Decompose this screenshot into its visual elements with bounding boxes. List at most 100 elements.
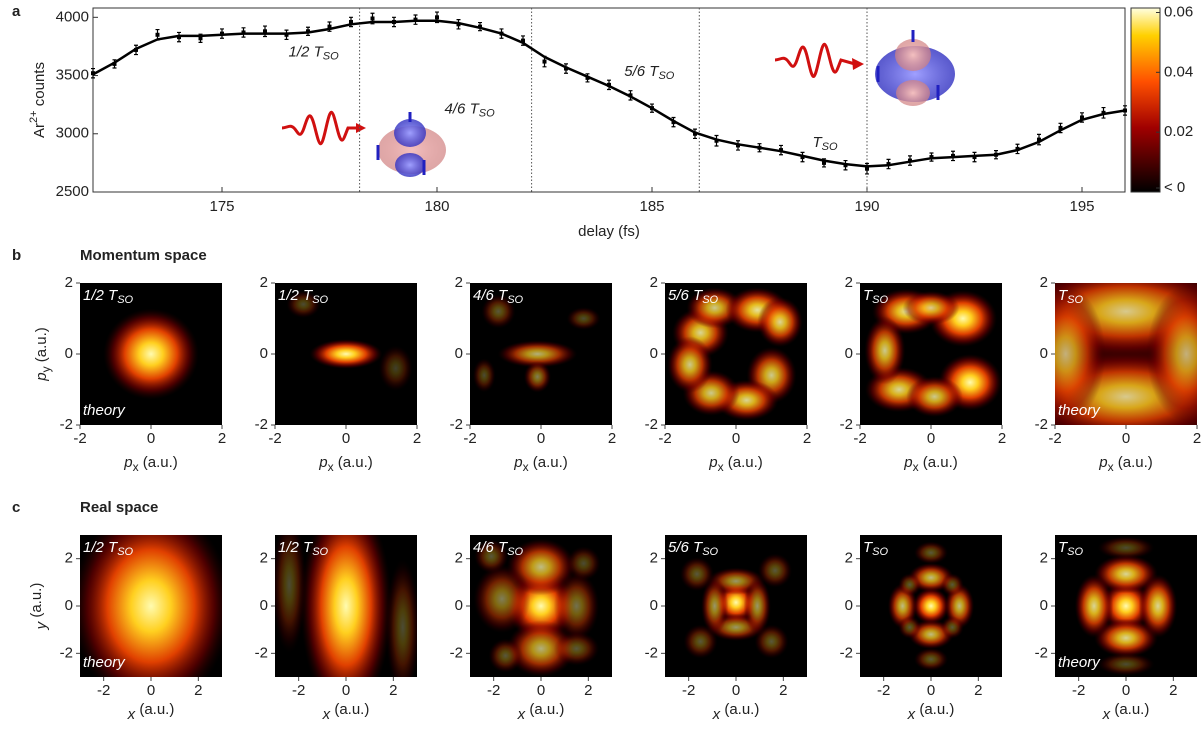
heatmap-blobs [887,541,975,671]
y-tick-label: 2 [65,550,73,567]
data-point [843,163,848,168]
x-axis-title-part: p [123,454,132,471]
x-tick-label: -2 [268,430,281,447]
panel-tag-part: 1/2 T [83,539,119,556]
heatmap-blobs [275,535,417,677]
intensity-blob [754,624,789,659]
marker-label-part: SO [323,50,339,62]
x-axis-title-part: x [328,460,334,474]
y-tick-label: -2 [450,644,463,661]
colorbar-tick-label: 0.04 [1164,63,1193,80]
molecule-icon [376,112,446,177]
data-point [456,22,461,27]
intensity-blob [378,345,413,391]
x-axis-title: x (a.u.) [127,701,175,723]
x-axis-title: px (a.u.) [1098,454,1153,474]
heatmap-image [864,288,1002,418]
x-tick-label: 0 [1122,430,1130,447]
data-point [736,143,740,148]
intensity-blob [474,539,509,574]
panel-tag: 5/6 TSO [668,539,719,558]
x-tick-label: 180 [424,198,449,215]
x-tick-label: 0 [732,682,740,699]
y-axis-title: Ar2+ counts [28,62,48,138]
data-point [800,155,805,160]
x-tick-label: 2 [584,682,592,699]
y-tick-label: 2 [650,550,658,567]
y-tick-label: 0 [845,345,853,362]
intensity-blob [1097,652,1155,676]
x-axis-title-part: (a.u.) [720,701,759,718]
y-tick-label: 0 [1040,597,1048,614]
x-tick-label: 0 [342,430,350,447]
heatmap-blobs [286,290,413,391]
plot-frame [92,7,1126,193]
y-axis-title-part: (a.u.) [33,327,50,366]
y-tick-label: -2 [255,644,268,661]
x-tick-label: 185 [639,198,664,215]
y-axis-title-part: (a.u.) [28,583,45,622]
data-point [607,82,611,87]
intensity-blob [523,360,552,393]
data-point [370,16,375,21]
intensity-blob [679,557,714,592]
data-point [779,148,783,153]
panel-tag-part: 5/6 T [668,539,704,556]
panel-tag-part: SO [312,294,328,306]
data-point [413,17,418,22]
x-tick-label: -2 [1072,682,1085,699]
y-tick-label: 2 [455,274,463,291]
heatmap-image [103,308,199,400]
y-tick-label: 2500 [56,183,89,200]
data-point [650,106,654,111]
x-tick-label: -2 [682,682,695,699]
x-tick-label: 0 [342,682,350,699]
panel-note: theory [1058,402,1101,419]
data-point [306,29,310,34]
data-point [198,36,203,41]
intensity-blob [667,336,713,394]
intensity-blob [864,316,906,385]
panel-tag: 1/2 TSO [83,539,134,558]
y-tick-label: 2 [1040,274,1048,291]
data-point [757,145,762,150]
intensity-blob [1097,536,1155,560]
intensity-blob [275,535,307,653]
marker-label-part: SO [479,107,495,119]
x-axis-title-part: (a.u.) [919,454,958,471]
x-tick-label: 2 [413,430,421,447]
x-axis-title: x (a.u.) [907,701,955,723]
intensity-blob [80,535,222,677]
panel-tag-part: SO [117,294,133,306]
x-tick-label: 2 [998,430,1006,447]
heatmap-blobs [473,538,601,677]
x-tick-label: 0 [537,430,545,447]
intensity-blob [1074,574,1114,638]
x-axis-title: x (a.u.) [712,701,760,723]
panel-tag: TSO [863,287,889,306]
data-point [521,38,525,43]
laser-pulse-icon [281,110,366,146]
y-tick-label: 0 [650,345,658,362]
data-point [349,19,353,24]
x-axis-title-part: (a.u.) [724,454,763,471]
data-point [994,152,998,157]
x-tick-label: 175 [209,198,234,215]
x-axis-title-part: x [127,706,136,723]
data-point [585,75,590,80]
y-axis-title-part: p [33,372,50,381]
heatmap-image [1074,536,1178,676]
data-point [714,138,719,143]
intensity-blob [553,571,600,641]
x-axis-title-part: x [712,706,721,723]
marker-label-part: 4/6 T [445,100,481,117]
panel-tag: 1/2 TSO [278,539,329,558]
panel-tag-part: SO [872,546,888,558]
heatmap-image [472,294,601,393]
intensity-blob [488,638,523,673]
panel-tag-part: SO [1067,546,1083,558]
y-tick-label: -2 [255,416,268,433]
x-axis-title: x (a.u.) [517,701,565,723]
panel-tag-part: T [863,539,874,556]
x-axis-title-part: (a.u.) [139,454,178,471]
